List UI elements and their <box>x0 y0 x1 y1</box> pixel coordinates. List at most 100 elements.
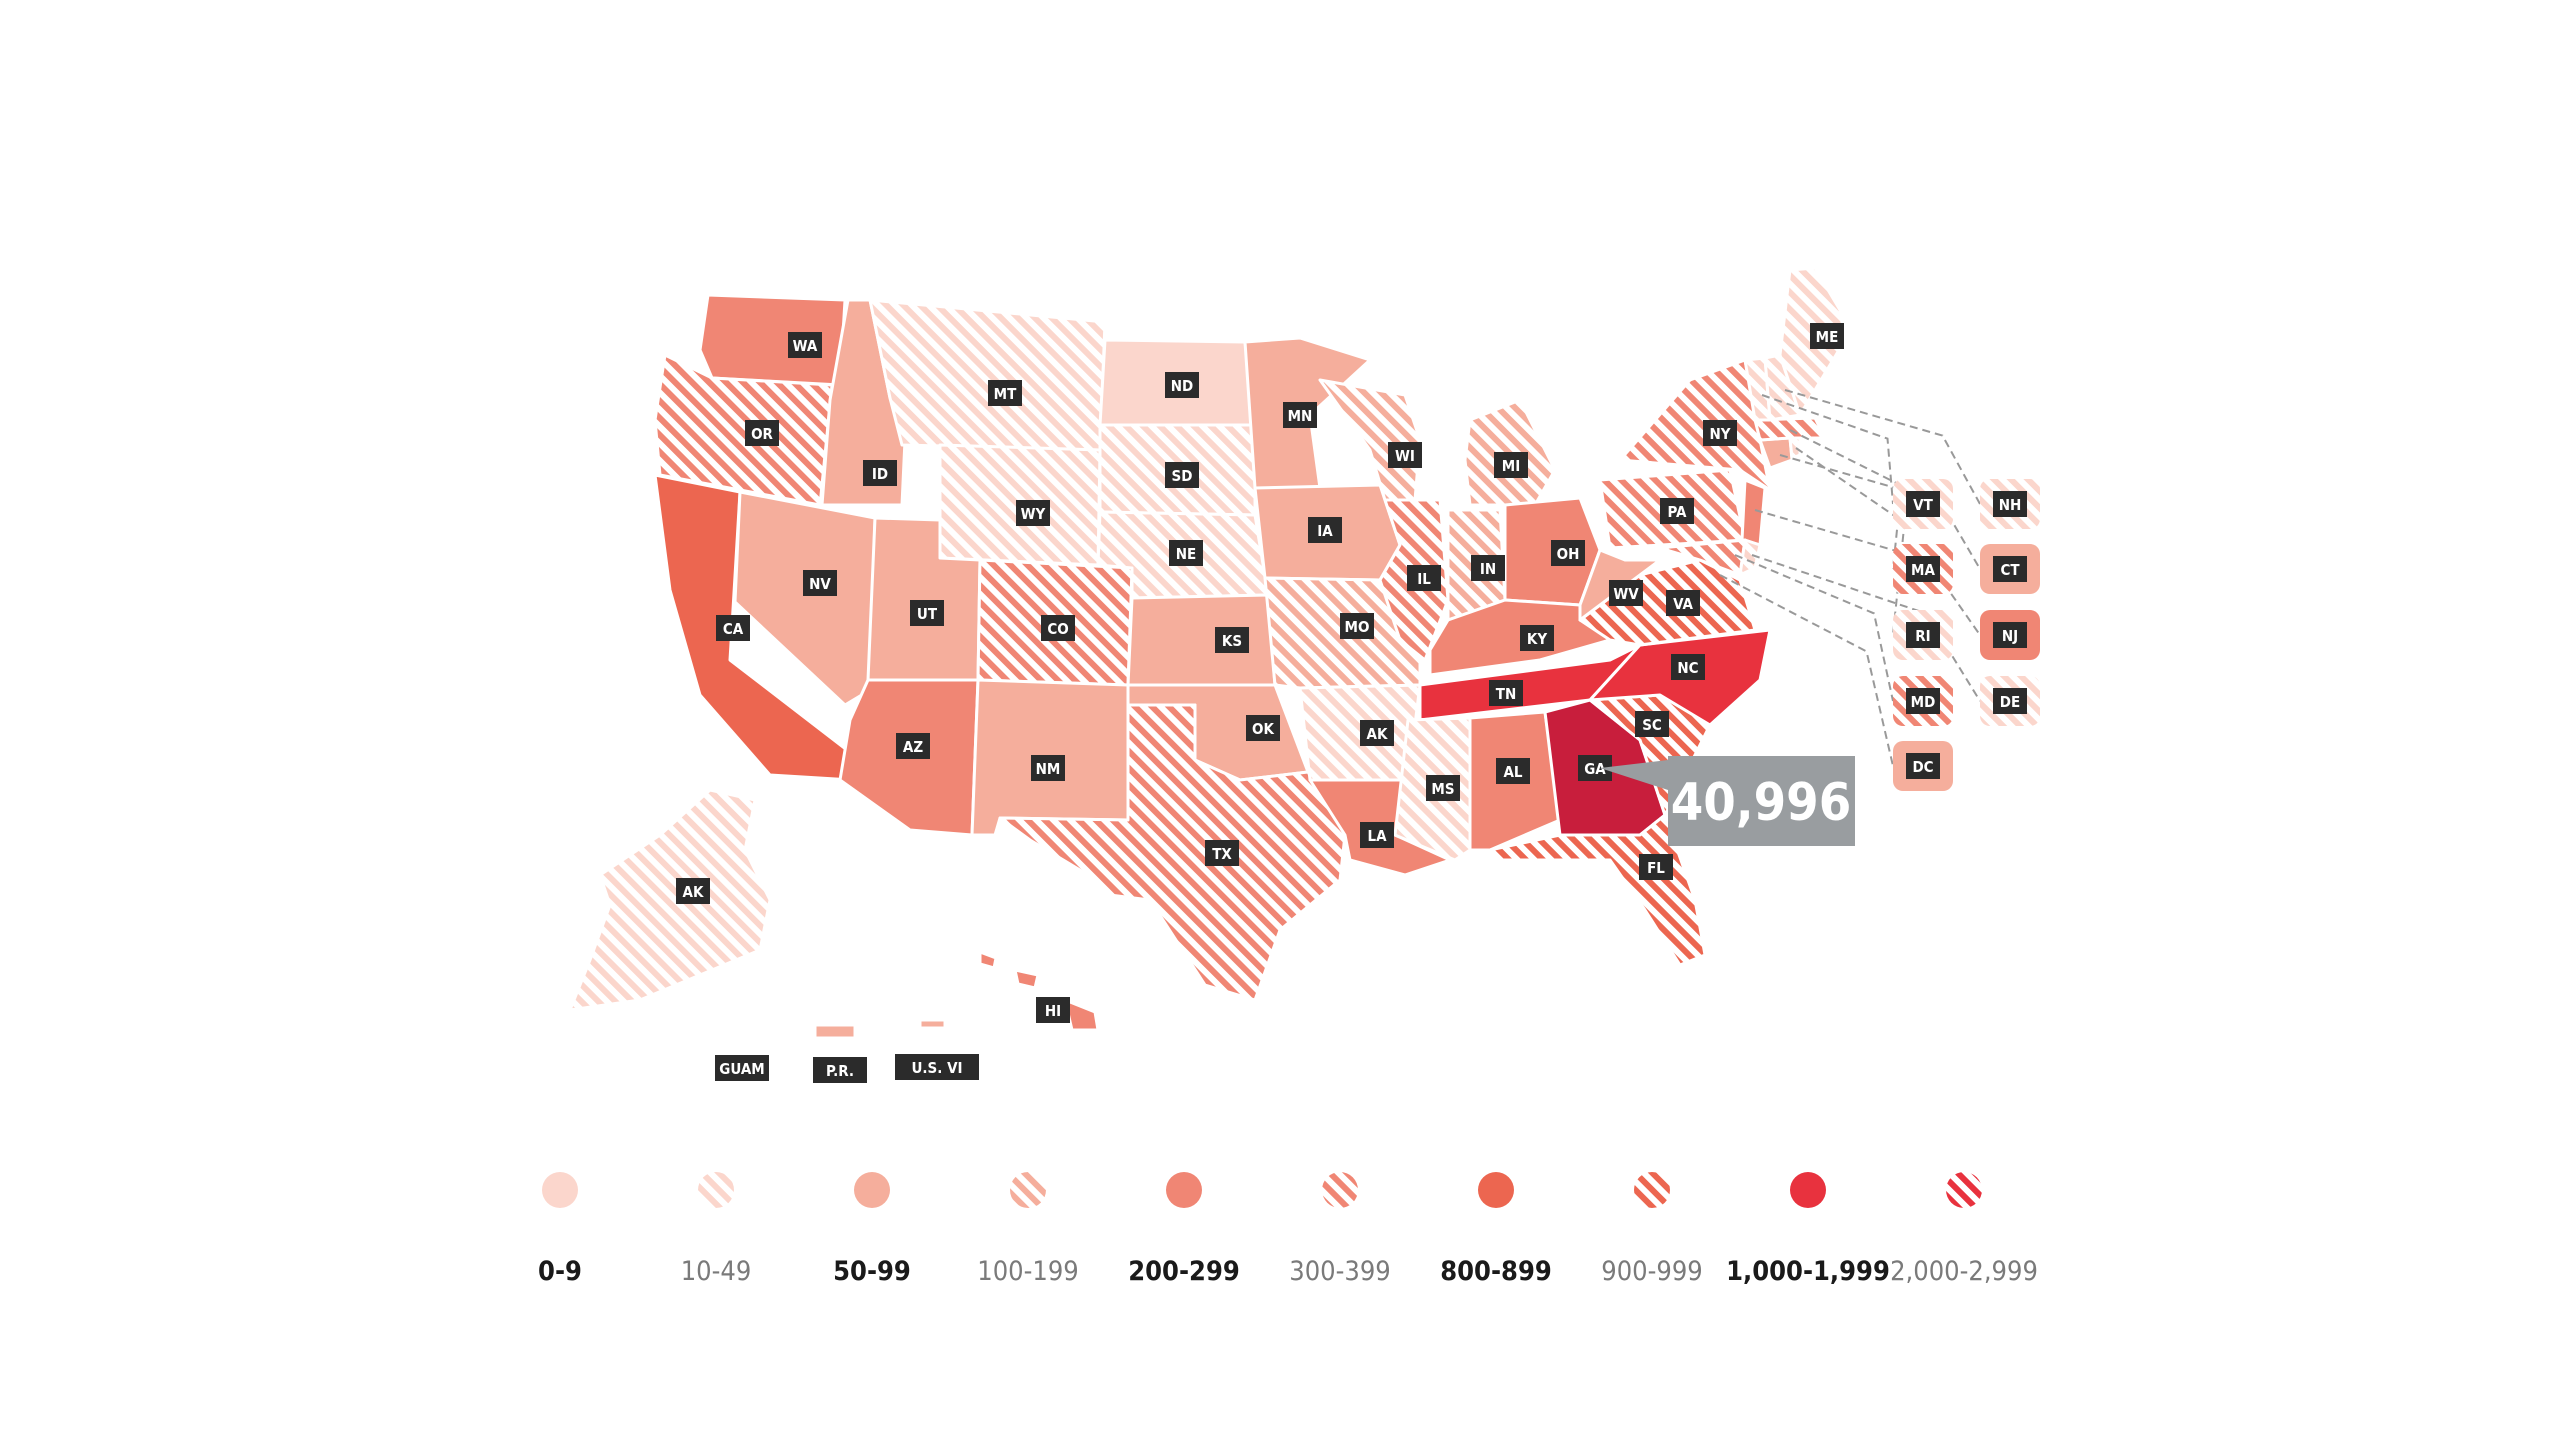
state-de[interactable] <box>1738 538 1762 577</box>
label-me: ME <box>1810 323 1844 349</box>
label-sd: SD <box>1165 462 1199 488</box>
state-hi-3[interactable] <box>1013 968 1040 990</box>
label-text-mt: MT <box>994 385 1017 403</box>
label-text-usvi: U.S. VI <box>911 1059 962 1077</box>
label-mi: MI <box>1494 452 1528 478</box>
label-text-or: OR <box>751 425 773 443</box>
label-text-il: IL <box>1417 570 1431 588</box>
leader-line-vt <box>1761 394 1894 505</box>
legend-swatch <box>542 1172 578 1208</box>
label-la: LA <box>1360 822 1394 848</box>
label-text-ms: MS <box>1431 780 1454 798</box>
legend-swatch <box>854 1172 890 1208</box>
label-text-al: AL <box>1503 763 1522 781</box>
label-pa: PA <box>1660 498 1694 524</box>
label-text-az: AZ <box>903 738 923 756</box>
leader-line-ri <box>1795 447 1906 636</box>
callout-value: 40,996 <box>1671 773 1852 833</box>
label-text-id: ID <box>872 465 888 483</box>
state-ks[interactable] <box>1126 593 1277 687</box>
label-or: OR <box>745 420 779 446</box>
state-tx[interactable] <box>998 703 1347 1002</box>
state-or[interactable] <box>653 353 834 507</box>
legend-label: 200-299 <box>1128 1256 1240 1287</box>
label-text-ca: CA <box>723 620 744 638</box>
legend-label: 300-399 <box>1289 1256 1390 1287</box>
legend-label: 1,000-1,999 <box>1726 1256 1890 1287</box>
label-text-nm: NM <box>1036 760 1061 778</box>
state-fl[interactable] <box>1488 813 1707 967</box>
state-pr[interactable] <box>813 1023 857 1040</box>
state-ak[interactable] <box>568 788 772 1012</box>
label-ct: CT <box>1993 556 2027 582</box>
state-wa[interactable] <box>698 293 847 387</box>
label-pr: P.R. <box>813 1057 867 1083</box>
label-text-fl: FL <box>1647 859 1665 877</box>
label-ar: AK <box>1360 720 1394 746</box>
label-ks: KS <box>1215 627 1249 653</box>
label-nd: ND <box>1165 372 1199 398</box>
label-text-pr: P.R. <box>826 1062 854 1080</box>
legend-label: 50-99 <box>833 1256 911 1287</box>
label-text-ny: NY <box>1709 425 1730 443</box>
label-text-sd: SD <box>1172 467 1193 485</box>
label-va: VA <box>1666 590 1700 616</box>
label-text-ne: NE <box>1176 545 1197 563</box>
legend-swatch <box>1010 1172 1046 1208</box>
state-wi[interactable] <box>1318 378 1422 502</box>
label-ut: UT <box>910 600 944 626</box>
label-text-nj: NJ <box>2002 627 2018 645</box>
legend-item: 1,000-1,999 <box>1726 1172 1890 1287</box>
label-text-va: VA <box>1673 595 1693 613</box>
legend-item: 300-399 <box>1289 1172 1391 1287</box>
state-hi-2[interactable] <box>978 950 998 970</box>
label-text-sc: SC <box>1642 716 1662 734</box>
label-text-ok: OK <box>1252 720 1274 738</box>
label-ne: NE <box>1169 540 1203 566</box>
label-wy: WY <box>1016 500 1050 526</box>
legend-item: 10-49 <box>681 1172 751 1287</box>
state-mt[interactable] <box>868 298 1107 452</box>
legend-label: 2,000-2,999 <box>1890 1256 2038 1287</box>
label-text-mi: MI <box>1502 457 1520 475</box>
label-ia: IA <box>1308 517 1342 543</box>
label-oh: OH <box>1551 540 1585 566</box>
legend-item: 50-99 <box>833 1172 911 1287</box>
state-usvi[interactable] <box>918 1018 947 1030</box>
label-sc: SC <box>1635 711 1669 737</box>
label-tn: TN <box>1489 680 1523 706</box>
label-text-wi: WI <box>1395 447 1415 465</box>
label-az: AZ <box>896 733 930 759</box>
legend-item: 100-199 <box>977 1172 1079 1287</box>
label-text-nh: NH <box>1999 496 2022 514</box>
label-vt: VT <box>1906 491 1940 517</box>
label-text-me: ME <box>1816 328 1839 346</box>
legend-swatch <box>1322 1172 1358 1208</box>
label-nh: NH <box>1993 491 2027 517</box>
ga-callout: 40,996 <box>1600 756 1855 846</box>
label-nv: NV <box>803 570 837 596</box>
state-nv[interactable] <box>733 490 877 707</box>
legend-swatch <box>1166 1172 1202 1208</box>
label-nj: NJ <box>1993 622 2027 648</box>
label-text-ct: CT <box>2000 561 2020 579</box>
state-ri[interactable] <box>1788 436 1802 460</box>
label-ny: NY <box>1703 420 1737 446</box>
label-text-ga: GA <box>1584 760 1606 778</box>
label-wa: WA <box>788 332 822 358</box>
legend-swatch <box>1790 1172 1826 1208</box>
label-wi: WI <box>1388 442 1422 468</box>
label-text-hi: HI <box>1045 1002 1061 1020</box>
legend-item: 200-299 <box>1128 1172 1240 1287</box>
leader-line-dc <box>1719 574 1894 767</box>
legend-item: 900-999 <box>1601 1172 1703 1287</box>
label-text-md: MD <box>1911 693 1936 711</box>
legend-label: 800-899 <box>1440 1256 1552 1287</box>
label-text-ak: AK <box>683 883 704 901</box>
label-text-ut: UT <box>917 605 938 623</box>
label-text-wv: WV <box>1613 585 1639 603</box>
label-text-oh: OH <box>1557 545 1580 563</box>
label-text-mn: MN <box>1288 407 1313 425</box>
label-de: DE <box>1993 688 2027 714</box>
